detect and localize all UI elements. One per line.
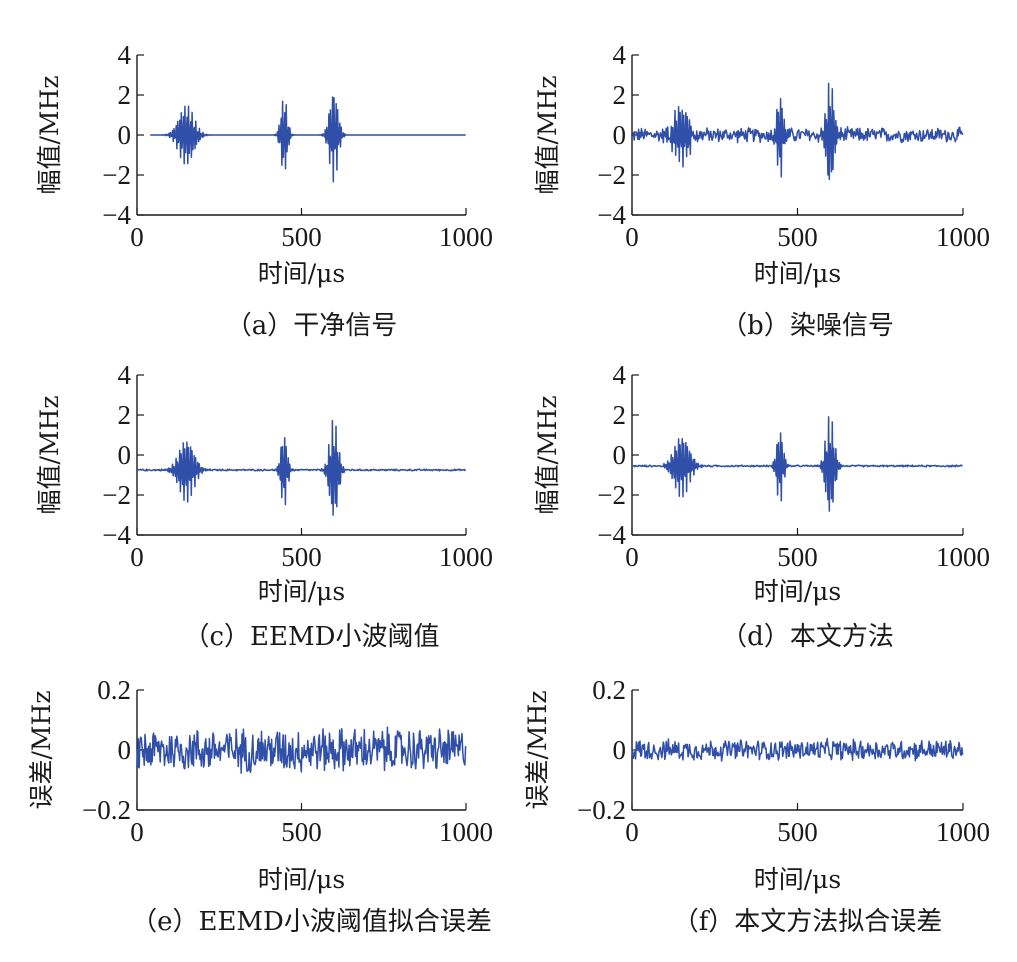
- y-axis-label: 幅值/MHz: [533, 396, 562, 515]
- x-tick-label: 0: [130, 542, 144, 572]
- y-tick-label: −4: [102, 200, 131, 230]
- y-axis-label: 误差/MHz: [523, 691, 552, 810]
- y-tick-label: 2: [118, 80, 132, 110]
- x-tick-label: 0: [130, 817, 144, 847]
- x-tick-label: 500: [281, 817, 322, 847]
- x-tick-label: 0: [130, 222, 144, 252]
- y-tick-label: 4: [613, 40, 627, 70]
- y-axis-label: 幅值/MHz: [35, 396, 64, 515]
- y-tick-label: −4: [597, 200, 626, 230]
- x-tick-label: 1000: [936, 817, 990, 847]
- subplot-caption: （c）EEMD小波阈值: [184, 622, 440, 652]
- subplot-caption: （e）EEMD小波阈值拟合误差: [131, 907, 492, 937]
- y-tick-label: 4: [118, 360, 132, 390]
- x-axis-label: 时间/μs: [258, 865, 346, 894]
- series-line: [150, 96, 466, 183]
- series-line: [631, 82, 964, 181]
- y-tick-label: 0: [613, 120, 627, 150]
- x-tick-label: 500: [777, 222, 818, 252]
- x-tick-label: 500: [281, 542, 322, 572]
- y-tick-label: 0: [118, 735, 132, 765]
- x-axis-label: 时间/μs: [754, 577, 842, 606]
- x-axis-label: 时间/μs: [258, 259, 346, 288]
- y-tick-label: 0: [613, 735, 627, 765]
- y-tick-label: 0: [118, 120, 132, 150]
- y-tick-label: −4: [597, 520, 626, 550]
- y-tick-label: 2: [613, 400, 627, 430]
- y-tick-label: −2: [102, 480, 131, 510]
- x-tick-label: 1000: [439, 542, 493, 572]
- subplot-caption: （a）干净信号: [226, 311, 398, 341]
- series-line: [136, 419, 467, 516]
- y-tick-label: 4: [613, 360, 627, 390]
- x-tick-label: 500: [777, 817, 818, 847]
- x-tick-label: 1000: [439, 222, 493, 252]
- series-line: [631, 737, 964, 762]
- y-axis-label: 幅值/MHz: [533, 76, 562, 195]
- y-tick-label: −4: [102, 520, 131, 550]
- x-tick-label: 500: [777, 542, 818, 572]
- y-tick-label: −0.2: [82, 795, 131, 825]
- y-tick-label: −0.2: [577, 795, 626, 825]
- y-axis-label: 幅值/MHz: [35, 76, 64, 195]
- series-line: [136, 726, 467, 774]
- x-axis-label: 时间/μs: [754, 259, 842, 288]
- x-tick-label: 0: [625, 222, 639, 252]
- x-tick-label: 1000: [936, 542, 990, 572]
- y-tick-label: 0: [613, 440, 627, 470]
- y-tick-label: −2: [597, 480, 626, 510]
- y-tick-label: 0.2: [97, 675, 131, 705]
- series-line: [631, 416, 963, 512]
- y-tick-label: −2: [102, 160, 131, 190]
- x-tick-label: 0: [625, 817, 639, 847]
- y-tick-label: 0.2: [592, 675, 626, 705]
- y-axis-label: 误差/MHz: [27, 691, 56, 810]
- x-tick-label: 0: [625, 542, 639, 572]
- y-tick-label: 0: [118, 440, 132, 470]
- subplot-caption: （d）本文方法: [721, 622, 894, 652]
- x-tick-label: 1000: [439, 817, 493, 847]
- x-axis-label: 时间/μs: [754, 865, 842, 894]
- x-axis-label: 时间/μs: [258, 577, 346, 606]
- subplot-e: 0.20−0.20 500 1000时间/μs误差/MHz（e）EEMD小波阈值拟合…: [27, 675, 493, 937]
- y-tick-label: 4: [118, 40, 132, 70]
- subplot-caption: （f）本文方法拟合误差: [673, 907, 943, 937]
- x-tick-label: 1000: [936, 222, 990, 252]
- x-tick-label: 500: [281, 222, 322, 252]
- subplot-caption: （b）染噪信号: [721, 311, 894, 341]
- y-tick-label: 2: [118, 400, 132, 430]
- y-tick-label: −2: [597, 160, 626, 190]
- y-tick-label: 2: [613, 80, 627, 110]
